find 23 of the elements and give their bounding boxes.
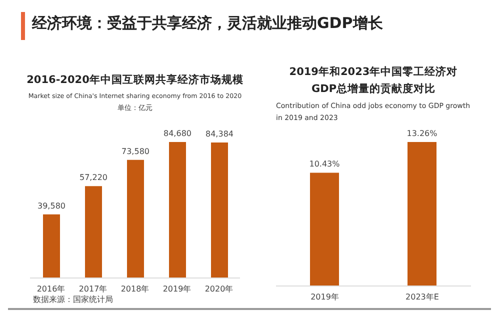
x-tick-label: 2017年 [78, 284, 108, 294]
text: 经济环境：受益于共享经济，灵活就业推动GDP增长 [32, 14, 383, 33]
x-tick-label: 2020年 [204, 284, 234, 294]
data-label: 73,580 [122, 146, 150, 156]
data-label: 10.43% [309, 160, 340, 169]
x-tick-label: 2019年 [310, 292, 339, 302]
bar [127, 160, 144, 278]
data-label: 13.26% [406, 129, 438, 138]
data-label: 57,220 [80, 173, 108, 182]
bar [169, 142, 186, 278]
x-tick-label: 2019年 [162, 284, 192, 294]
chart-title: 2019年和2023年中国零工经济对GDP总增量的贡献度对比 [288, 64, 459, 97]
x-tick-label: 2023年E [406, 292, 439, 302]
data-label: 84,384 [206, 129, 234, 138]
chart-title: 2016-2020年中国互联网共享经济市场规模 [26, 72, 244, 88]
source-note: 数据来源：国家统计局 [33, 294, 113, 305]
x-tick-label: 2018年 [120, 284, 150, 294]
data-label: 39,580 [38, 201, 66, 210]
x-tick-label: 2016年 [36, 284, 66, 294]
bar [211, 142, 228, 278]
data-label: 84,680 [164, 129, 192, 138]
bar [85, 186, 102, 278]
bar [43, 214, 60, 278]
